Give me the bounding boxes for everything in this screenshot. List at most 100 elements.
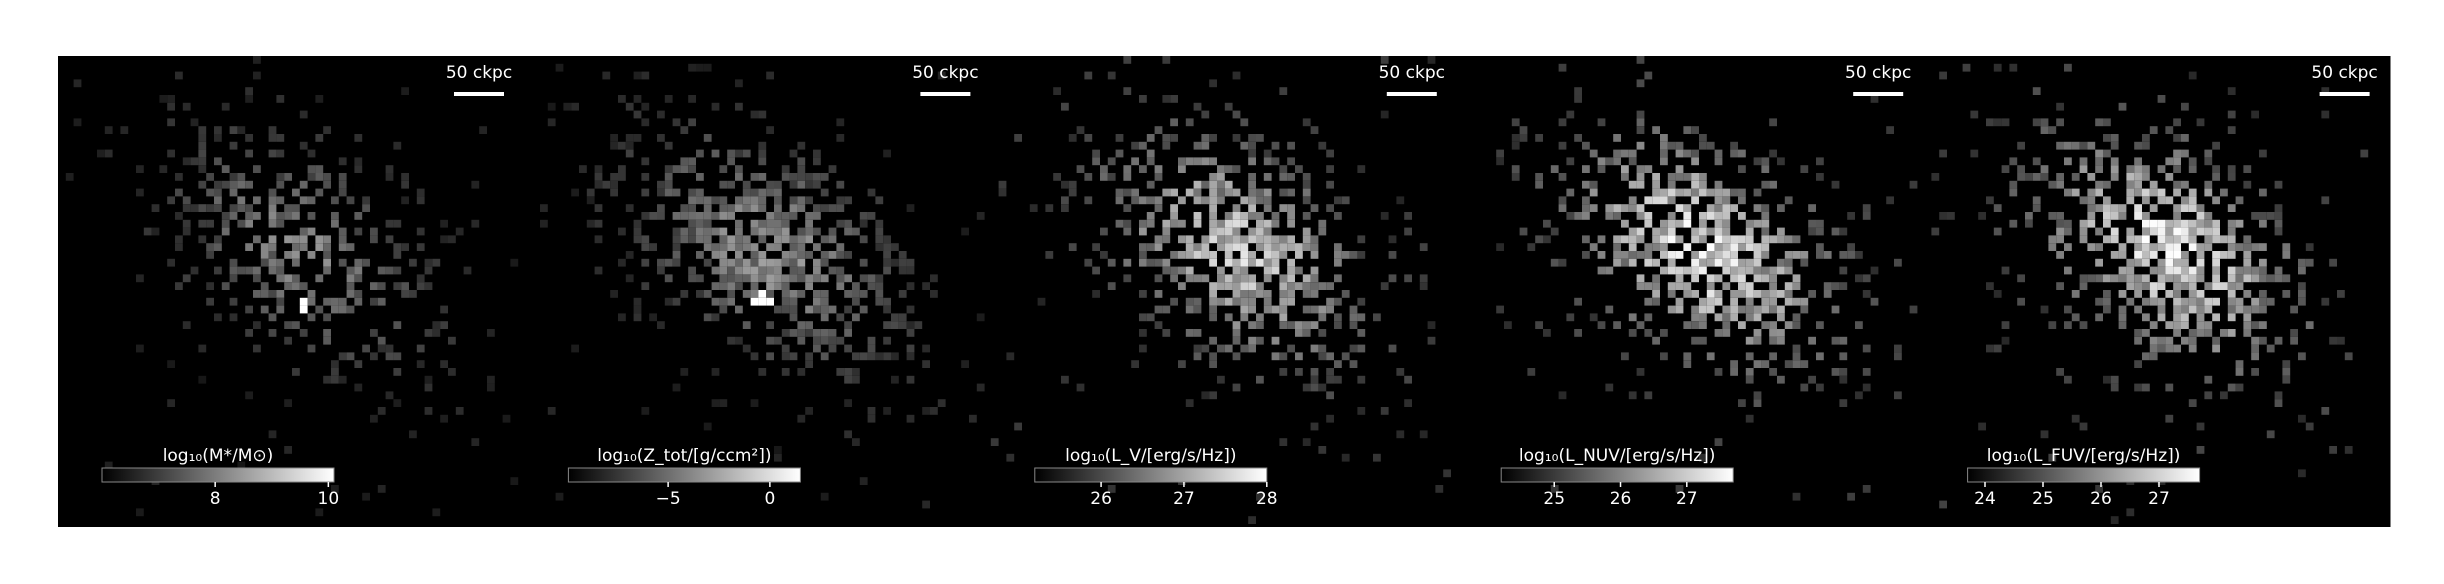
- map-pixel: [1636, 282, 1645, 290]
- map-pixel: [672, 227, 681, 236]
- map-pixel: [805, 274, 813, 283]
- map-pixel: [1621, 251, 1629, 259]
- map-pixel: [2188, 297, 2197, 306]
- map-pixel: [813, 243, 821, 251]
- map-pixel: [1427, 56, 1436, 64]
- map-pixel: [385, 173, 394, 181]
- map-pixel: [1519, 126, 1528, 134]
- map-pixel: [820, 188, 829, 197]
- map-pixel: [719, 282, 728, 290]
- map-pixel: [2149, 204, 2158, 212]
- map-pixel: [2126, 282, 2135, 290]
- map-pixel: [1644, 219, 1653, 228]
- colorbar-label: log₁₀(L_NUV/[erg/s/Hz]): [1519, 446, 1716, 466]
- map-pixel: [370, 297, 378, 306]
- map-pixel: [774, 227, 782, 236]
- map-pixel: [1170, 251, 1178, 259]
- map-pixel: [1139, 251, 1147, 259]
- map-pixel: [2142, 282, 2150, 290]
- map-pixel: [65, 173, 74, 181]
- map-pixel: [1722, 266, 1731, 275]
- map-pixel: [1302, 290, 1311, 298]
- map-pixel: [813, 336, 821, 345]
- map-pixel: [2204, 180, 2213, 189]
- map-pixel: [1271, 352, 1280, 361]
- map-pixel: [1777, 329, 1785, 337]
- map-pixel: [206, 243, 214, 251]
- map-pixel: [2188, 399, 2197, 407]
- map-pixel: [774, 336, 782, 345]
- map-pixel: [2243, 266, 2252, 275]
- map-pixel: [1217, 180, 1225, 189]
- map-pixel: [852, 282, 860, 290]
- map-pixel: [1357, 344, 1366, 353]
- map-pixel: [1240, 243, 1249, 251]
- map-pixel: [2110, 165, 2119, 173]
- map-pixel: [1217, 196, 1225, 205]
- map-pixel: [2095, 297, 2103, 306]
- map-pixel: [836, 118, 845, 127]
- map-pixel: [1706, 282, 1715, 290]
- map-pixel: [1404, 212, 1412, 220]
- map-pixel: [2298, 258, 2306, 267]
- map-pixel: [2251, 110, 2259, 119]
- map-pixel: [547, 118, 556, 127]
- map-pixel: [237, 173, 246, 181]
- map-pixel: [844, 290, 852, 298]
- map-pixel: [1193, 188, 1202, 197]
- map-pixel: [1699, 141, 1707, 150]
- map-pixel: [1706, 243, 1715, 251]
- map-pixel: [1660, 149, 1668, 158]
- map-pixel: [346, 282, 355, 290]
- map-pixel: [1271, 258, 1280, 267]
- map-pixel: [2227, 297, 2236, 306]
- map-pixel: [1761, 243, 1770, 251]
- map-pixel: [229, 258, 238, 267]
- map-pixel: [1745, 235, 1754, 244]
- map-pixel: [594, 235, 603, 244]
- map-pixel: [594, 165, 603, 173]
- map-pixel: [758, 235, 767, 244]
- map-pixel: [2227, 110, 2236, 119]
- map-pixel: [719, 204, 728, 212]
- map-pixel: [672, 235, 681, 244]
- map-pixel: [1146, 149, 1155, 158]
- map-pixel: [1302, 180, 1311, 189]
- map-pixel: [1738, 290, 1746, 298]
- map-pixel: [1660, 243, 1668, 251]
- map-pixel: [354, 360, 363, 368]
- map-pixel: [2181, 251, 2189, 259]
- map-pixel: [1613, 204, 1621, 212]
- map-pixel: [1115, 134, 1124, 142]
- map-pixel: [680, 368, 689, 376]
- map-pixel: [2282, 290, 2291, 298]
- map-pixel: [2196, 266, 2205, 275]
- map-pixel: [2204, 282, 2213, 290]
- map-pixel: [1302, 235, 1311, 244]
- map-pixel: [221, 180, 230, 189]
- map-pixel: [1341, 352, 1350, 361]
- map-pixel: [750, 297, 759, 306]
- map-pixel: [1310, 321, 1319, 329]
- map-pixel: [828, 305, 837, 314]
- map-pixel: [1816, 352, 1824, 361]
- map-pixel: [198, 375, 207, 384]
- map-pixel: [1232, 110, 1241, 119]
- map-pixel: [735, 79, 743, 88]
- map-pixel: [2149, 227, 2158, 236]
- map-pixel: [1139, 227, 1147, 236]
- map-pixel: [789, 243, 798, 251]
- map-pixel: [1597, 118, 1606, 127]
- map-pixel: [1248, 274, 1256, 283]
- map-pixel: [1691, 321, 1699, 329]
- map-pixel: [151, 204, 160, 212]
- map-pixel: [1170, 95, 1178, 103]
- map-pixel: [338, 352, 347, 361]
- map-pixel: [338, 235, 347, 244]
- map-pixel: [1123, 87, 1132, 95]
- map-pixel: [1699, 235, 1707, 244]
- map-pixel: [727, 235, 735, 244]
- map-pixel: [664, 297, 673, 306]
- map-pixel: [758, 219, 767, 228]
- map-pixel: [1816, 321, 1824, 329]
